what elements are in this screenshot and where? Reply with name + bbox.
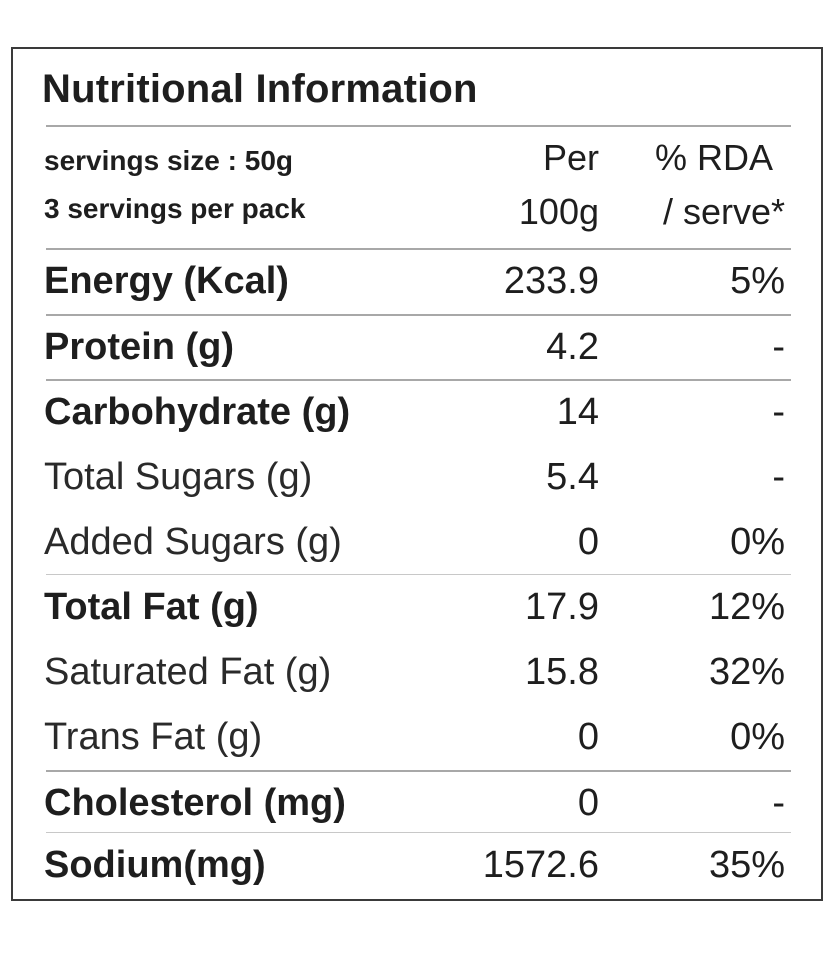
nutrient-name: Total Sugars (g)	[44, 456, 313, 498]
rda-value: -	[772, 391, 785, 433]
row-divider	[46, 379, 791, 381]
per-100g-value: 0	[577, 521, 599, 563]
row-divider	[46, 832, 791, 833]
per-100g-value: 15.8	[525, 651, 599, 693]
per-100g-value: 14	[556, 391, 599, 433]
table-row: Sodium(mg) 1572.6 35%	[13, 833, 821, 898]
per-100g-value: 1572.6	[482, 844, 599, 886]
table-row: Energy (Kcal) 233.9 5%	[13, 249, 821, 314]
nutrient-name: Cholesterol (mg)	[44, 782, 346, 824]
per-100g-value: 233.9	[503, 260, 599, 302]
table-row: Total Fat (g) 17.9 12%	[13, 575, 821, 640]
nutrient-name: Carbohydrate (g)	[44, 391, 351, 433]
servings-per-pack: 3 servings per pack	[44, 193, 306, 224]
per-100g-value: 17.9	[525, 586, 599, 628]
per-100g-value: 0	[577, 782, 599, 824]
nutrition-panel: Nutritional Information servings size : …	[11, 47, 823, 901]
row-divider	[46, 770, 791, 772]
rda-value: 0%	[730, 716, 785, 758]
rda-value: 12%	[708, 586, 785, 628]
column-header-per-unit: 100g	[518, 191, 599, 232]
rda-value: -	[772, 782, 785, 824]
serving-size: servings size : 50g	[44, 145, 294, 176]
table-row: Saturated Fat (g) 15.8 32%	[13, 640, 821, 705]
nutrient-name: Sodium(mg)	[44, 844, 266, 886]
table-row: Trans Fat (g) 0 0%	[13, 705, 821, 770]
table-row: Carbohydrate (g) 14 -	[13, 380, 821, 445]
per-100g-value: 4.2	[546, 326, 599, 368]
nutrient-name: Total Fat (g)	[44, 586, 259, 628]
nutrient-name: Energy (Kcal)	[44, 260, 289, 302]
rda-value: -	[772, 456, 785, 498]
header-divider	[46, 248, 791, 250]
nutrient-name: Protein (g)	[44, 326, 234, 368]
column-header-per: Per	[542, 137, 599, 178]
nutrient-name: Saturated Fat (g)	[44, 651, 332, 693]
nutrient-name: Trans Fat (g)	[44, 716, 263, 758]
table-row: Total Sugars (g) 5.4 -	[13, 445, 821, 510]
title-divider	[46, 125, 791, 127]
column-header-rda: % RDA	[654, 137, 773, 178]
rda-value: 35%	[708, 844, 785, 886]
rda-value: 5%	[730, 260, 785, 302]
column-header-rda-unit: / serve*	[662, 191, 785, 232]
per-100g-value: 0	[577, 716, 599, 758]
table-row: Protein (g) 4.2 -	[13, 315, 821, 380]
rda-value: 0%	[730, 521, 785, 563]
row-divider	[46, 314, 791, 316]
row-divider	[46, 574, 791, 575]
table-row: Cholesterol (mg) 0 -	[13, 771, 821, 836]
per-100g-value: 5.4	[546, 456, 599, 498]
rda-value: -	[772, 326, 785, 368]
rda-value: 32%	[708, 651, 785, 693]
table-row: Added Sugars (g) 0 0%	[13, 510, 821, 575]
panel-title: Nutritional Information	[42, 67, 478, 111]
nutrient-name: Added Sugars (g)	[44, 521, 342, 563]
